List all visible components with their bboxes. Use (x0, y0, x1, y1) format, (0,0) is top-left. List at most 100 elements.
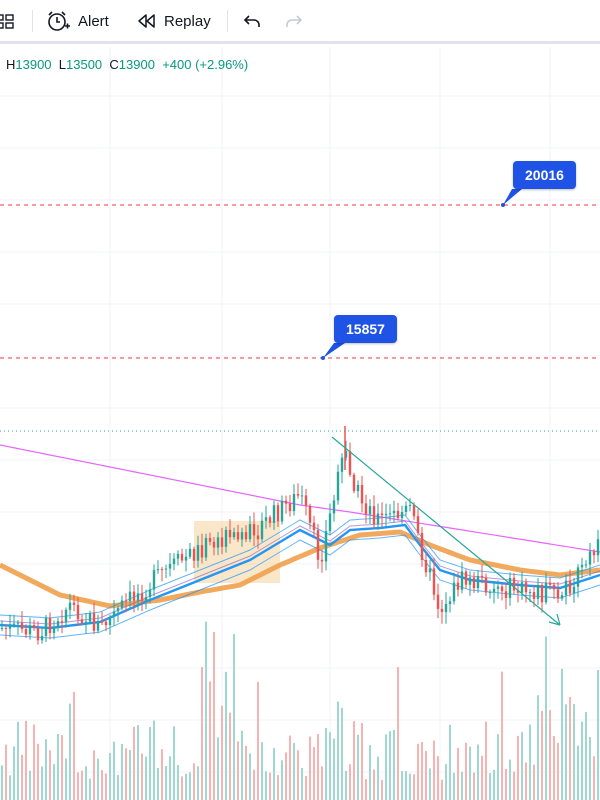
volume-bar (357, 734, 359, 800)
volume-bar (525, 762, 527, 800)
candle-body (368, 506, 372, 515)
volume-bar (13, 746, 15, 800)
volume-bar (157, 767, 159, 800)
chart-grid (0, 47, 600, 800)
candle-body (136, 593, 140, 601)
volume-bar (457, 747, 459, 800)
candle-body (336, 471, 340, 501)
band-lower-line (0, 534, 600, 639)
candle-body (144, 597, 148, 601)
candle-body (96, 621, 100, 631)
volume-bar (5, 744, 7, 800)
volume-bar (573, 704, 575, 800)
close-value: 13900 (118, 57, 155, 72)
candle-body (528, 592, 532, 594)
volume-bar (517, 735, 519, 800)
target-callout-upper[interactable]: 20016 (513, 161, 576, 189)
volume-bar (125, 748, 127, 800)
candle-body (448, 601, 452, 605)
volume-bar (25, 720, 27, 800)
volume-bar (213, 632, 215, 800)
candle-body (524, 582, 528, 593)
low-label: L (58, 57, 67, 72)
candle-body (288, 503, 292, 512)
volume-bar (565, 704, 567, 800)
candle-body (420, 532, 424, 560)
volume-bar (521, 732, 523, 800)
candle-body (0, 627, 4, 629)
volume-bar (485, 721, 487, 800)
callout-pointer-lower (323, 343, 345, 358)
candle-body (572, 586, 576, 594)
candle-body (400, 511, 404, 519)
candle-body (200, 545, 204, 558)
candle-body (168, 564, 172, 569)
volume-bar (381, 779, 383, 800)
volume-bar (101, 770, 103, 800)
volume-bar (321, 766, 323, 800)
drawings[interactable] (0, 189, 600, 626)
candle-body (180, 553, 184, 561)
candle-body (304, 495, 308, 506)
volume-bar (429, 768, 431, 800)
candle-body (36, 628, 40, 641)
volume-bar (481, 755, 483, 800)
candle-body (588, 551, 592, 565)
candle-body (356, 484, 360, 491)
candle-body (300, 495, 304, 497)
price-chart[interactable] (0, 47, 600, 800)
band-upper-line (0, 514, 600, 619)
candle-body (52, 626, 56, 634)
volume-bar (393, 729, 395, 800)
candle-body (112, 611, 116, 617)
candle-body (332, 500, 336, 514)
layout-grid-icon[interactable] (0, 0, 18, 42)
volume-bar (489, 773, 491, 800)
candle-body (292, 494, 296, 512)
candle-body (556, 589, 560, 599)
redo-button[interactable] (284, 0, 304, 42)
toolbar-divider (32, 10, 33, 32)
candle-body (92, 613, 96, 631)
volume-bar (265, 771, 267, 800)
candle-body (108, 616, 112, 626)
volume-bar (273, 748, 275, 800)
candle-body (40, 635, 44, 641)
candle-body (212, 541, 216, 548)
volume-bar (569, 696, 571, 800)
volume-bar (17, 721, 19, 800)
candle-body (428, 568, 432, 573)
candle-body (104, 621, 108, 626)
target-callout-lower[interactable]: 15857 (334, 315, 397, 343)
candle-body (376, 513, 380, 525)
candle-body (568, 580, 572, 594)
candle-body (512, 577, 516, 591)
alert-button[interactable]: Alert (46, 0, 109, 42)
volume-bar (361, 723, 363, 800)
volume-bar (301, 767, 303, 800)
candle-body (28, 625, 32, 635)
volume-bar (261, 742, 263, 800)
volume-bar (41, 766, 43, 800)
volume-bar (405, 771, 407, 800)
volume-bar (509, 759, 511, 800)
candle-body (252, 524, 256, 536)
candle-body (388, 513, 392, 515)
candle-body (60, 621, 64, 623)
candle-body (188, 548, 192, 557)
candle-body (380, 513, 384, 516)
undo-button[interactable] (242, 0, 262, 42)
volume-bar (409, 773, 411, 800)
candle-body (328, 513, 332, 532)
candle-body (172, 558, 176, 565)
candle-body (56, 621, 60, 627)
replay-button[interactable]: Replay (136, 0, 211, 42)
volume-bar (173, 726, 175, 800)
volume-bar (209, 681, 211, 800)
candle-body (132, 591, 136, 601)
candle-body (20, 622, 24, 629)
volume-bar (93, 750, 95, 800)
candle-body (516, 590, 520, 593)
candle-body (120, 600, 124, 609)
volume-bar (529, 724, 531, 800)
